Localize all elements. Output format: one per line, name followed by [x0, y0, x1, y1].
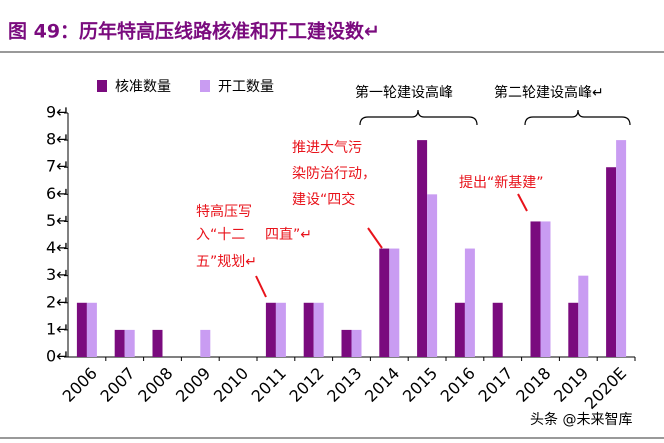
x-tick-label: 2020E — [581, 364, 630, 413]
bar — [578, 275, 589, 357]
bar — [86, 302, 97, 357]
annotation: 提出“新基建” — [459, 174, 544, 191]
legend-swatch — [200, 80, 210, 92]
arrow — [367, 227, 383, 249]
x-tick-label: 2013 — [323, 364, 365, 406]
x-tick-label: 2007 — [96, 364, 138, 406]
bar — [275, 302, 286, 357]
bracket — [524, 109, 631, 126]
watermark: 头条 @未来智库 — [530, 411, 632, 428]
bar — [341, 329, 352, 357]
bar — [303, 302, 314, 357]
x-tick-label: 2015 — [399, 364, 441, 406]
chart-title: 图 49：历年特高压线路核准和开工建设数↵ — [8, 20, 380, 43]
x-tick-label: 2011 — [248, 364, 290, 406]
bar — [492, 302, 503, 357]
bar — [379, 248, 390, 357]
annotation: 建设“四交 — [292, 191, 355, 208]
bar — [313, 302, 324, 357]
bar — [530, 221, 541, 357]
bar — [568, 302, 579, 357]
y-tick-label: 1↵ — [46, 319, 70, 338]
bar — [389, 248, 400, 357]
legend-label: 核准数量 — [115, 79, 171, 95]
x-tick-label: 2016 — [437, 364, 479, 406]
annotation: 染防治行动， — [292, 166, 376, 182]
legend-label: 开工数量 — [218, 79, 274, 95]
x-tick-label: 2010 — [210, 364, 252, 406]
y-tick-label: 2↵ — [46, 292, 70, 311]
annotation: 入“十二 — [196, 227, 245, 243]
annotation: 四直”↵ — [265, 226, 312, 243]
arrow — [255, 275, 267, 298]
bar — [606, 167, 617, 357]
bar — [152, 329, 163, 357]
bar — [616, 140, 627, 357]
bar — [427, 194, 438, 357]
x-tick-label: 2008 — [134, 364, 176, 406]
bar — [454, 302, 465, 357]
bar — [417, 140, 428, 357]
x-tick-label: 2017 — [474, 364, 516, 406]
legend-swatch — [97, 80, 107, 92]
y-tick-label: 7↵ — [46, 157, 70, 176]
y-tick-label: 0↵ — [46, 347, 70, 366]
bar — [124, 329, 135, 357]
x-tick-label: 2006 — [59, 364, 101, 406]
bar — [464, 248, 475, 357]
bar — [200, 329, 211, 357]
bar — [540, 221, 551, 357]
y-tick-label: 5↵ — [46, 211, 70, 230]
bracket-label: 第二轮建设高峰↵ — [494, 84, 604, 101]
bar — [265, 302, 276, 357]
y-tick-label: 9↵ — [46, 103, 70, 122]
bar — [351, 329, 362, 357]
arrow — [517, 193, 528, 212]
x-tick-label: 2018 — [512, 364, 554, 406]
bracket-label: 第一轮建设高峰 — [355, 84, 453, 101]
y-tick-label: 8↵ — [46, 130, 70, 149]
annotation: 五”规划↵ — [196, 254, 257, 270]
y-tick-label: 3↵ — [46, 265, 70, 284]
x-tick-label: 2009 — [172, 364, 214, 406]
y-tick-label: 6↵ — [46, 184, 70, 203]
bar — [114, 329, 125, 357]
bar — [76, 302, 87, 357]
annotation: 特高压写 — [196, 203, 252, 220]
y-tick-label: 4↵ — [46, 238, 70, 257]
annotation: 推进大气污 — [292, 140, 362, 156]
x-tick-label: 2012 — [285, 364, 327, 406]
bracket — [359, 109, 478, 126]
x-tick-label: 2014 — [361, 364, 403, 406]
